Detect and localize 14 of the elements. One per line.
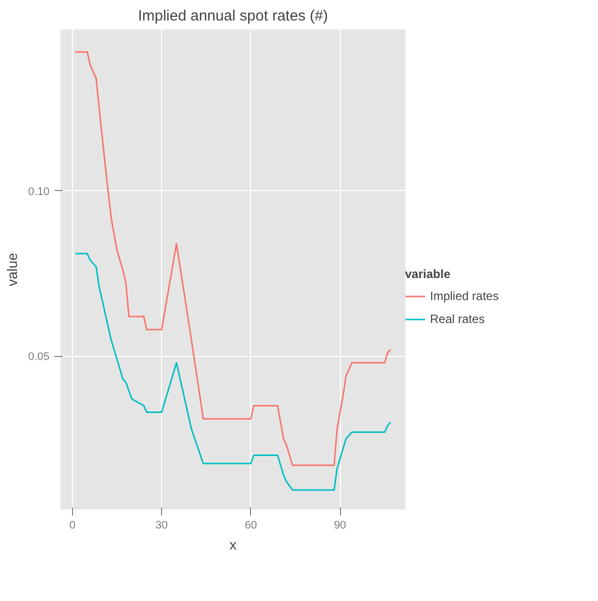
x-tick-label: 60 bbox=[244, 520, 257, 532]
line-series bbox=[74, 51, 392, 466]
line-series bbox=[74, 252, 392, 491]
x-axis-title: x bbox=[230, 536, 236, 552]
chart-title: Implied annual spot rates (#) bbox=[138, 8, 328, 24]
y-tick-label: 0.05 bbox=[28, 351, 50, 364]
x-tick-label: 0 bbox=[69, 520, 76, 532]
legend-title: variable bbox=[405, 267, 452, 281]
y-axis-title: value bbox=[4, 252, 20, 286]
x-tick-label: 90 bbox=[334, 520, 346, 532]
x-tick-label: 30 bbox=[156, 520, 168, 532]
y-tick-label: 0.10 bbox=[28, 186, 50, 198]
legend-label: Implied rates bbox=[430, 289, 499, 303]
legend-label: Real rates bbox=[430, 312, 485, 326]
